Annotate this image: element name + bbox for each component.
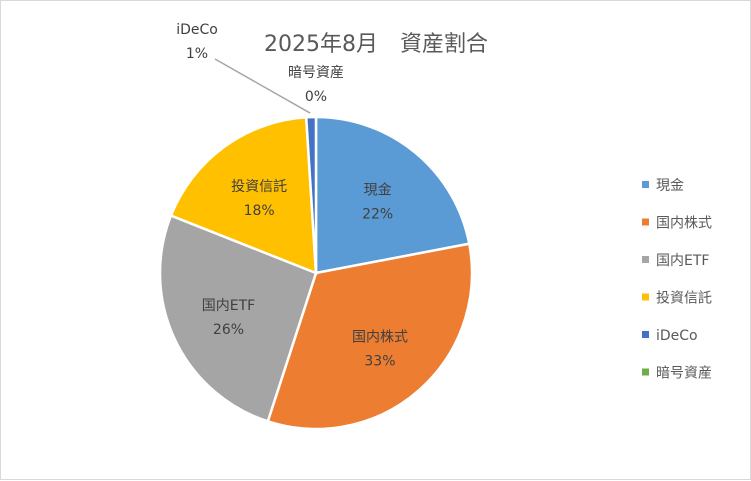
pie-slice-cash [314, 115, 471, 275]
data-label-value-ideco: 1% [186, 46, 208, 62]
data-label-name-cash: 現金 [364, 182, 392, 198]
legend-label-domestic-stocks: 国内株式 [656, 216, 712, 232]
data-label-name-ideco: iDeCo [176, 22, 218, 38]
legend-label-mutual-funds: 投資信託 [656, 291, 712, 307]
data-label-value-domestic-etf: 26% [213, 322, 244, 338]
legend-swatch-cash [642, 181, 649, 188]
data-label-value-cash: 22% [362, 206, 393, 222]
data-label-value-crypto: 0% [305, 89, 327, 105]
legend-swatch-crypto [642, 368, 649, 376]
pie-slice-ideco [304, 115, 318, 274]
data-label-name-domestic-etf: 国内ETF [202, 298, 255, 314]
legend-label-crypto: 暗号資産 [656, 366, 712, 382]
legend-swatch-domestic-stocks [642, 218, 649, 226]
data-labels: 現金 22% 国内株式 33% 国内ETF 26% 投資信託 18% iDeCo 1% 暗号資産 0% [176, 22, 408, 370]
legend-swatch-mutual-funds [642, 293, 649, 301]
pie-slice-domestic-etf [158, 213, 318, 423]
pie-slice-mutual-funds [169, 115, 318, 275]
leader-lines [214, 58, 311, 114]
legend-label-domestic-etf: 国内ETF [656, 253, 709, 269]
leader-line-ideco [214, 58, 311, 114]
data-label-name-mutual-funds: 投資信託 [231, 179, 287, 195]
legend-label-cash: 現金 [656, 178, 684, 194]
legend-swatch-ideco [642, 331, 649, 338]
pie-slice-domestic-stocks [266, 242, 474, 431]
data-label-name-crypto: 暗号資産 [288, 65, 344, 81]
legend-label-ideco: iDeCo [656, 328, 698, 344]
data-label-value-domestic-stocks: 33% [364, 354, 395, 370]
pie-slices [158, 115, 474, 431]
data-label-name-domestic-stocks: 国内株式 [352, 330, 408, 346]
chart-title: 2025年8月 資産割合 [264, 32, 488, 57]
legend-swatch-domestic-etf [642, 256, 649, 263]
data-label-value-mutual-funds: 18% [244, 203, 275, 219]
